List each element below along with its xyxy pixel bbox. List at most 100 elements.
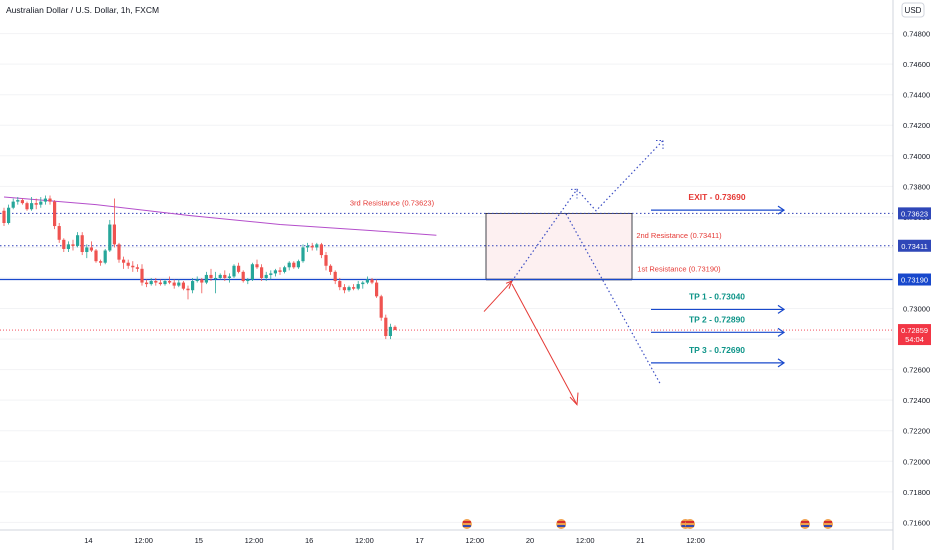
y-tick-label: 0.74000 bbox=[903, 152, 930, 161]
candle-body bbox=[370, 279, 374, 283]
candle-body bbox=[85, 247, 89, 253]
candle-body bbox=[135, 267, 139, 269]
risk-zone bbox=[485, 212, 633, 280]
y-tick-label: 0.72600 bbox=[903, 366, 930, 375]
price-axis[interactable]: 0.71600 0.71800 0.72000 0.72200 0.72400 0.726… bbox=[892, 0, 931, 550]
level-badge bbox=[898, 273, 931, 286]
bearish-arrow-head bbox=[569, 392, 579, 406]
event-flag-icon[interactable] bbox=[556, 519, 567, 529]
y-tick-label: 0.72400 bbox=[903, 396, 930, 405]
x-tick-label: 15 bbox=[195, 536, 203, 545]
x-tick-label: 20 bbox=[526, 536, 534, 545]
y-tick-label: 0.71800 bbox=[903, 488, 930, 497]
level-badge-text: 0.73623 bbox=[901, 209, 928, 218]
candle-body bbox=[361, 282, 365, 285]
x-tick-label: 12:00 bbox=[134, 536, 153, 545]
candle-body bbox=[232, 265, 236, 277]
candle-body bbox=[306, 245, 310, 248]
target-arrow-head bbox=[777, 358, 786, 368]
bearish-arrow bbox=[511, 283, 578, 405]
candle-body bbox=[292, 262, 296, 268]
candle-body bbox=[2, 210, 6, 223]
candle-body bbox=[71, 244, 75, 246]
economic-events[interactable] bbox=[461, 519, 833, 529]
candle-body bbox=[273, 270, 277, 274]
candle-body bbox=[163, 281, 167, 285]
candle-body bbox=[365, 279, 369, 283]
candle-body bbox=[20, 200, 24, 204]
y-tick-label: 0.74400 bbox=[903, 91, 930, 100]
target-labels: EXIT - 0.73690 TP 1 - 0.73040 TP 2 - 0.728… bbox=[651, 192, 786, 368]
x-tick-label: 14 bbox=[84, 536, 92, 545]
event-flag-circle bbox=[800, 519, 810, 529]
candle-body bbox=[246, 279, 250, 282]
level-badge-text: 0.73190 bbox=[901, 276, 928, 285]
level-label: 3rd Resistance (0.73623) bbox=[350, 198, 435, 207]
candle-body bbox=[375, 282, 379, 297]
candle-body bbox=[310, 245, 314, 248]
candle-body bbox=[260, 267, 264, 278]
candle-body bbox=[186, 288, 190, 291]
event-flag-icon[interactable] bbox=[685, 519, 695, 529]
bullish-path bbox=[511, 140, 664, 282]
y-tick-label: 0.73800 bbox=[903, 182, 930, 191]
trade-zones bbox=[485, 212, 633, 281]
candle-body bbox=[177, 282, 181, 286]
event-flag-icon[interactable] bbox=[800, 519, 810, 529]
event-flag-circle bbox=[461, 519, 472, 529]
event-flag-icon[interactable] bbox=[461, 519, 472, 529]
candle-body bbox=[94, 250, 98, 262]
target-arrow-head bbox=[777, 327, 786, 337]
x-tick-label: 12:00 bbox=[686, 536, 705, 545]
candle-body bbox=[112, 224, 116, 245]
candle-body bbox=[264, 274, 268, 278]
candle-body bbox=[241, 271, 245, 282]
candle-body bbox=[250, 264, 254, 280]
x-tick-label: 16 bbox=[305, 536, 313, 545]
candle-body bbox=[342, 287, 346, 291]
time-axis[interactable]: 14 12:00 15 12:00 16 12:00 17 12:00 20 12:00 21 12:… bbox=[0, 529, 893, 545]
candle-body bbox=[269, 273, 273, 275]
event-flag-icon[interactable] bbox=[823, 519, 833, 529]
currency-button[interactable] bbox=[901, 2, 925, 18]
candle-body bbox=[223, 274, 227, 278]
candle-body bbox=[131, 265, 135, 268]
candle-body bbox=[329, 265, 333, 272]
candle-body bbox=[11, 201, 15, 208]
candle-body bbox=[43, 198, 47, 202]
candle-body bbox=[39, 201, 43, 205]
target-label: TP 3 - 0.72690 bbox=[689, 345, 745, 355]
candle-body bbox=[149, 281, 153, 285]
candle-body bbox=[7, 207, 11, 223]
candle-body bbox=[200, 279, 204, 283]
candle-body bbox=[384, 317, 388, 337]
event-flag-circle bbox=[556, 519, 567, 529]
y-tick-label: 0.73000 bbox=[903, 305, 930, 314]
candle-body bbox=[393, 326, 397, 331]
candle-body bbox=[158, 282, 162, 285]
bearish-path bbox=[565, 213, 661, 384]
event-flag-stripe bbox=[801, 521, 809, 523]
candle-body bbox=[315, 244, 319, 248]
last-price-badge bbox=[898, 324, 931, 346]
target-arrow-head bbox=[777, 304, 786, 314]
level-label: 2nd Resistance (0.73411) bbox=[636, 231, 722, 240]
candle-body bbox=[324, 255, 328, 266]
candle-body bbox=[172, 282, 176, 286]
candle-body bbox=[338, 281, 342, 288]
candle-body bbox=[145, 282, 149, 285]
candle-body bbox=[99, 261, 103, 263]
y-tick-label: 0.71600 bbox=[903, 518, 930, 527]
candle-body bbox=[301, 247, 305, 262]
level-badge-text: 0.73411 bbox=[901, 242, 928, 251]
candle-body bbox=[287, 262, 291, 268]
resistance-levels: 3rd Resistance (0.73623) 2nd Resistance (… bbox=[0, 198, 893, 331]
candles[interactable] bbox=[2, 195, 397, 340]
level-label: 1st Resistance (0.73190) bbox=[637, 265, 721, 274]
currency-label: USD bbox=[905, 6, 922, 15]
y-tick-label: 0.74200 bbox=[903, 121, 930, 130]
candle-body bbox=[191, 281, 195, 291]
candle-body bbox=[140, 268, 144, 283]
event-flag-stripe bbox=[681, 521, 690, 523]
